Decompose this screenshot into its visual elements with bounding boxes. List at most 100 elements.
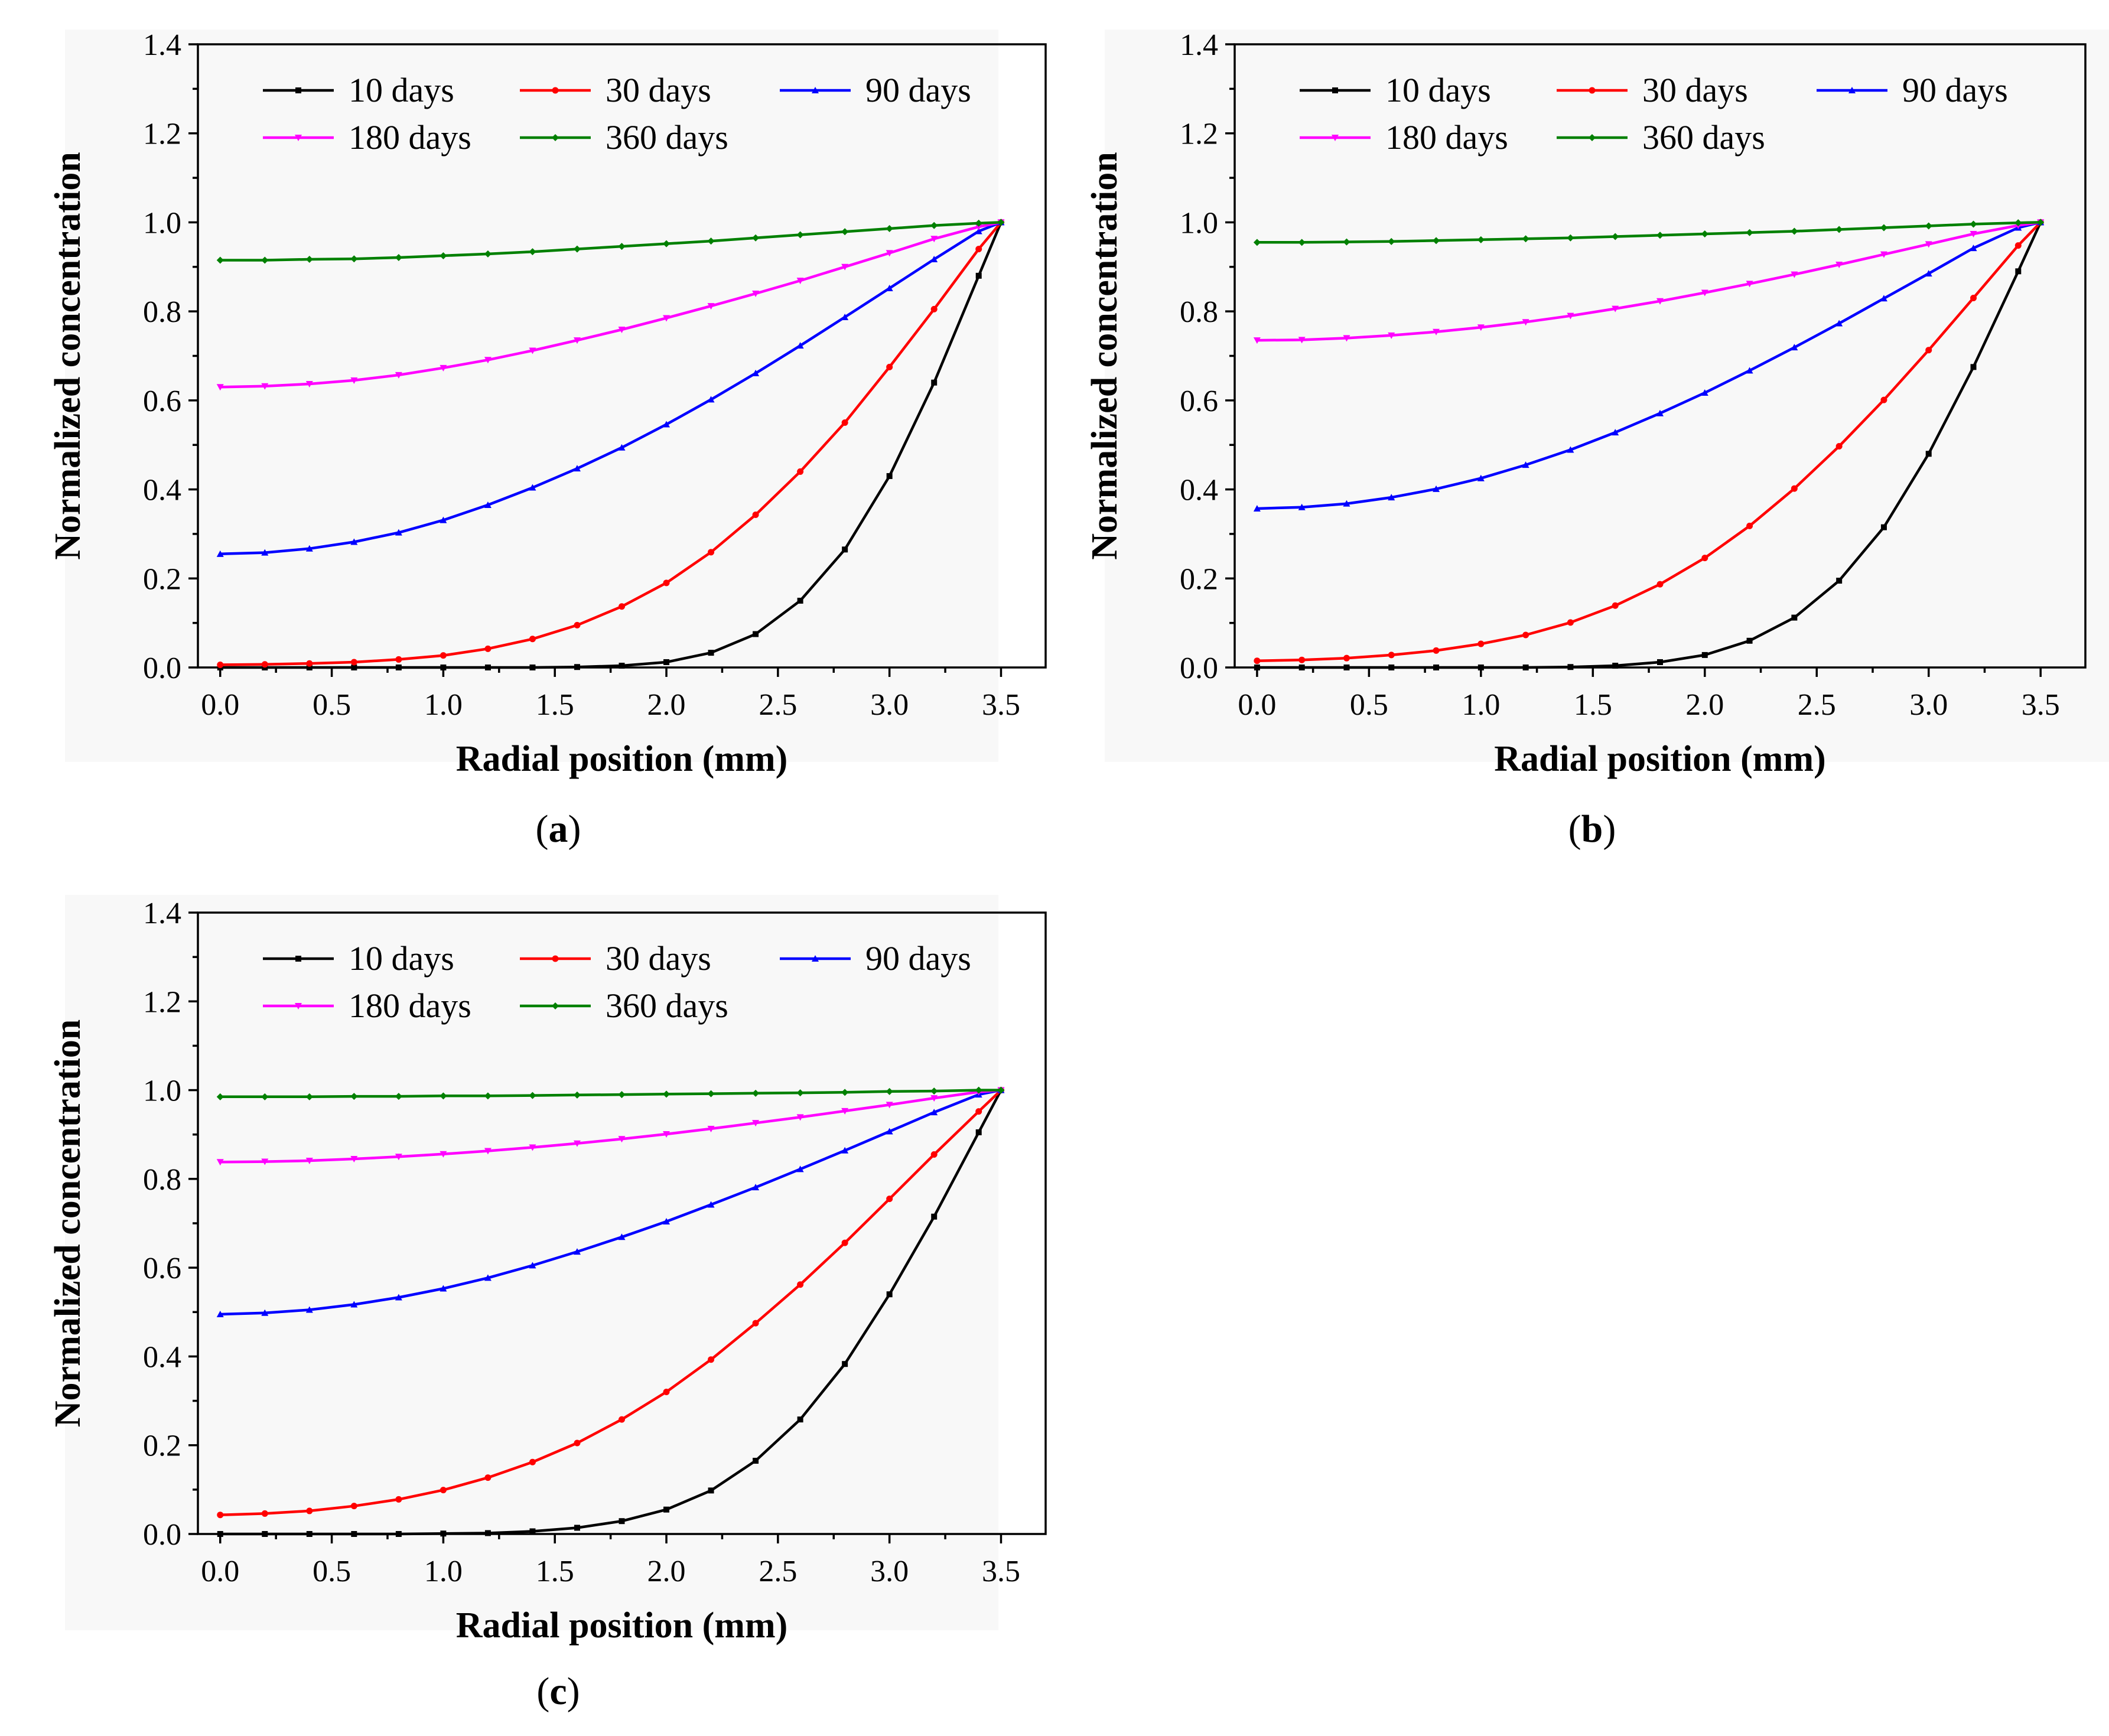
data-point <box>796 1165 804 1172</box>
data-point <box>618 444 626 451</box>
x-tick-label: 3.0 <box>870 1555 909 1588</box>
series-90-days <box>1253 219 2045 512</box>
data-point <box>1656 232 1664 239</box>
data-point <box>440 1487 447 1494</box>
data-point <box>261 549 269 556</box>
data-point <box>797 468 804 475</box>
data-point <box>975 1129 982 1135</box>
legend-marker <box>1332 135 1339 141</box>
data-point <box>707 237 715 245</box>
data-point <box>305 1158 313 1165</box>
data-point <box>440 1151 447 1158</box>
data-point <box>305 380 313 387</box>
data-point <box>1253 337 1261 344</box>
x-tick-label: 2.5 <box>1798 688 1836 722</box>
data-point <box>663 1506 670 1513</box>
data-point <box>529 636 536 643</box>
legend-marker <box>812 955 819 962</box>
chart-panel-b: 0.0 0.2 0.4 0.6 0.8 1.0 1.2 1.4 0.0 0.5 1.0 1.5 2.0 2… <box>1085 28 2109 851</box>
data-point <box>618 1233 626 1240</box>
data-point <box>261 1510 268 1517</box>
chart-panel-a: 0.0 0.2 0.4 0.6 0.8 1.0 1.2 1.4 0.0 0.5 1.0 1.5 2.0 2… <box>48 28 1047 851</box>
data-point <box>618 1091 626 1099</box>
data-point <box>752 369 760 376</box>
y-tick-label: 0.4 <box>143 474 181 507</box>
data-point <box>1746 637 1753 644</box>
x-tick-label: 2.0 <box>647 1555 686 1588</box>
data-point <box>707 303 715 310</box>
legend-label: 10 days <box>349 71 454 109</box>
legend-item: 90 days <box>1817 71 2008 109</box>
data-point <box>1343 238 1350 246</box>
data-point <box>753 631 759 637</box>
chart-panel-c: 0.0 0.2 0.4 0.6 0.8 1.0 1.2 1.4 0.0 0.5 1.0 1.5 2.0 2… <box>48 895 1047 1713</box>
data-point <box>1612 602 1619 609</box>
data-point <box>484 357 492 364</box>
y-tick-label: 0.8 <box>143 295 181 329</box>
series-360-days <box>1253 219 2045 246</box>
series-90-days <box>216 219 1005 557</box>
data-point <box>975 227 982 234</box>
legend-item: 360 days <box>520 118 728 157</box>
data-point <box>1298 239 1306 246</box>
x-tick-label: 3.0 <box>1909 688 1948 722</box>
data-point <box>261 383 269 390</box>
series-360-days <box>216 1086 1005 1100</box>
data-point <box>395 529 402 536</box>
x-tick-label: 0.5 <box>1350 688 1388 722</box>
data-point <box>886 250 893 257</box>
data-point <box>975 246 982 253</box>
data-point <box>1656 409 1664 416</box>
data-point <box>1970 220 1977 228</box>
data-point <box>1388 665 1395 670</box>
data-point <box>1835 320 1843 327</box>
legend-label: 90 days <box>865 939 971 978</box>
data-point <box>529 1528 536 1535</box>
data-point <box>216 1093 224 1100</box>
data-point <box>1612 305 1619 312</box>
data-point <box>1925 241 1932 248</box>
data-point <box>1433 328 1440 336</box>
data-point <box>216 1311 224 1318</box>
data-point <box>797 597 803 604</box>
data-point <box>663 579 670 587</box>
data-point <box>1343 654 1350 662</box>
data-point <box>796 1089 804 1097</box>
data-point <box>350 1156 358 1163</box>
data-point <box>484 1474 492 1481</box>
data-point <box>2015 268 2022 275</box>
data-point <box>663 1389 670 1396</box>
data-point <box>262 1531 268 1537</box>
data-point <box>1477 324 1485 331</box>
series-30-days <box>217 1087 1004 1519</box>
data-point <box>930 1087 938 1095</box>
data-point <box>975 223 982 230</box>
data-point <box>350 1503 357 1510</box>
legend-label: 30 days <box>606 939 711 978</box>
data-point <box>1746 522 1753 529</box>
data-point <box>618 1136 626 1143</box>
legend-marker <box>295 1003 302 1009</box>
x-tick-label: 0.0 <box>1238 688 1276 722</box>
series-180-days <box>216 219 1005 391</box>
data-point <box>1567 312 1574 320</box>
data-point <box>1343 500 1350 507</box>
data-point <box>2037 219 2045 226</box>
data-point <box>1836 578 1843 584</box>
legend-label: 90 days <box>865 71 971 109</box>
data-point <box>886 1087 893 1095</box>
data-point <box>1253 239 1261 246</box>
data-point <box>350 1301 358 1308</box>
data-point <box>618 327 626 334</box>
data-point <box>796 342 804 349</box>
data-point <box>261 1309 269 1316</box>
data-point <box>1298 503 1306 510</box>
legend-label: 30 days <box>1642 71 1748 109</box>
data-point <box>573 1248 581 1255</box>
x-tick-label: 1.0 <box>1462 688 1500 722</box>
data-point <box>1612 662 1619 669</box>
data-point <box>930 1095 938 1102</box>
data-point <box>707 1201 715 1208</box>
x-tick-label: 0.5 <box>313 688 351 722</box>
data-point <box>1925 222 1932 230</box>
